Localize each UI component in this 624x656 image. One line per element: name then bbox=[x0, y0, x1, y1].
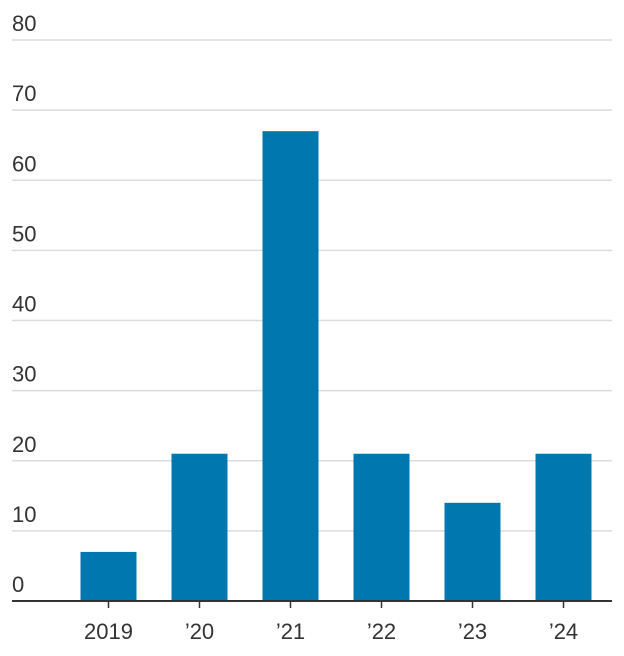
y-tick-label: 10 bbox=[12, 502, 36, 527]
y-tick-label: 80 bbox=[12, 11, 36, 36]
bar bbox=[535, 453, 592, 601]
bar bbox=[353, 453, 410, 601]
bars bbox=[80, 131, 592, 601]
y-tick-label: 60 bbox=[12, 151, 36, 176]
x-tick-label: ’22 bbox=[367, 619, 396, 644]
x-axis-tick-labels: 2019 ’20 ’21 ’22 ’23 ’24 bbox=[84, 619, 578, 644]
y-tick-label: 0 bbox=[12, 572, 24, 597]
y-axis-tick-labels: 0 10 20 30 40 50 60 70 80 bbox=[12, 11, 36, 597]
bar bbox=[80, 551, 137, 601]
y-tick-label: 20 bbox=[12, 432, 36, 457]
bar bbox=[444, 502, 501, 601]
x-tick-label: ’23 bbox=[458, 619, 487, 644]
y-tick-label: 50 bbox=[12, 221, 36, 246]
bar bbox=[262, 131, 319, 601]
x-tick-label: ’20 bbox=[185, 619, 214, 644]
bar bbox=[171, 453, 228, 601]
x-tick-label: ’24 bbox=[549, 619, 578, 644]
y-tick-label: 70 bbox=[12, 81, 36, 106]
x-tick-label: ’21 bbox=[276, 619, 305, 644]
x-axis-ticks bbox=[107, 601, 565, 608]
x-tick-label: 2019 bbox=[84, 619, 133, 644]
y-tick-label: 40 bbox=[12, 292, 36, 317]
y-tick-label: 30 bbox=[12, 362, 36, 387]
